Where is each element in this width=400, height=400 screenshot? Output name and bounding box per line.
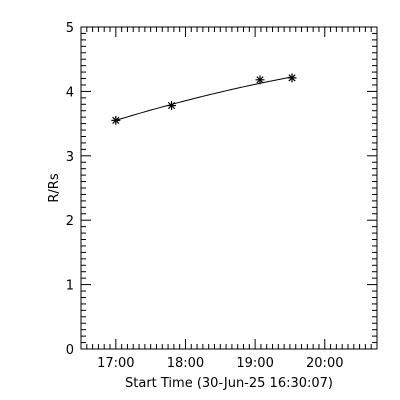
x-axis-ticks: [80, 27, 378, 349]
data-point: [167, 101, 177, 111]
y-tick-label: 4: [66, 85, 74, 100]
x-tick-label: 19:00: [236, 356, 273, 371]
x-tick-label: 18:00: [167, 356, 204, 371]
y-tick-label: 1: [66, 279, 74, 294]
x-tick-label: 17:00: [97, 356, 134, 371]
x-axis-tick-labels: 17:00 18:00 19:00 20:00: [97, 356, 343, 371]
data-points: [111, 73, 297, 125]
y-tick-label: 2: [66, 214, 74, 229]
asterisk-stroke: [256, 76, 264, 84]
x-axis-title: Start Time (30-Jun-25 16:30:07): [125, 376, 333, 391]
y-tick-label: 0: [66, 343, 74, 358]
asterisk-stroke: [112, 116, 120, 124]
y-axis-ticks: [81, 26, 377, 350]
asterisk-stroke: [288, 74, 296, 82]
y-tick-label: 5: [66, 21, 74, 36]
fit-line: [115, 76, 293, 121]
data-point: [287, 73, 297, 83]
fit-curve: [115, 76, 293, 121]
data-point: [111, 115, 121, 125]
data-point: [255, 75, 265, 85]
y-axis-tick-labels: 0 1 2 3 4 5: [66, 21, 74, 358]
y-axis-title: R/Rs: [47, 173, 62, 202]
y-tick-label: 3: [66, 150, 74, 165]
plot-frame: [80, 26, 378, 350]
x-tick-label: 20:00: [306, 356, 343, 371]
asterisk-stroke: [167, 101, 176, 110]
